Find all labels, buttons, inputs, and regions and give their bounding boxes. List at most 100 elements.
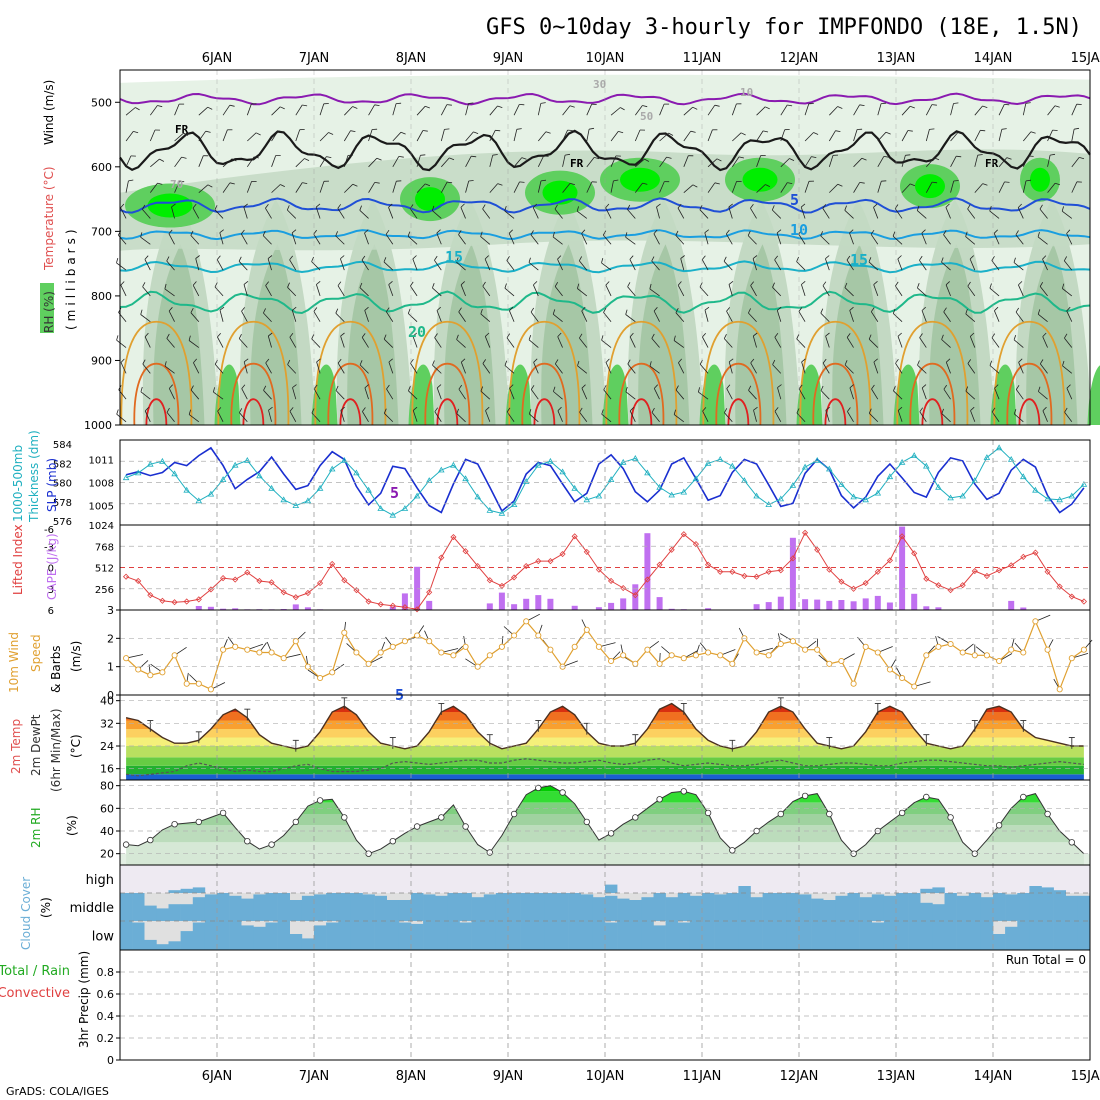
wind-barb-flag (116, 409, 119, 415)
wind-barb-flag (625, 309, 628, 315)
cloud-bar (968, 921, 982, 950)
wind-barb (291, 310, 297, 322)
wind-barb (506, 337, 515, 348)
cloud-bar (1017, 893, 1030, 921)
thickness-point (644, 469, 651, 476)
wind-barb (680, 258, 685, 271)
lifted-index-point (692, 541, 700, 548)
wind-speed-point (753, 649, 760, 656)
wind-barb (480, 313, 491, 323)
wind-barb-flag (934, 157, 940, 161)
rh-point (219, 809, 227, 817)
temp-contour-35 (1018, 398, 1041, 426)
wind-barb-flag (726, 384, 731, 389)
wind-barb-flag (352, 183, 358, 187)
wind-barb (901, 130, 909, 142)
wind-barb (699, 364, 709, 374)
day-label-bottom: 11JAN (683, 1069, 722, 1084)
li-tick-label: 3 (48, 585, 54, 596)
cloud-bar (920, 888, 933, 893)
wind-barb-flag (589, 127, 595, 130)
wind-barb-flag (268, 332, 273, 337)
wind-barb-flag (690, 130, 696, 133)
wind-barb-flag (265, 358, 270, 364)
wind-barb (337, 362, 345, 374)
wind-barb-flag (873, 280, 878, 285)
wind-barb-flag (530, 307, 535, 313)
wind-barb (579, 337, 588, 348)
day-label-bottom: 13JAN (877, 1069, 916, 1084)
wind-barb-flag (545, 131, 551, 134)
cloud-bar (1029, 921, 1042, 950)
wind-barb (410, 285, 418, 297)
wind-barb (844, 364, 854, 374)
thickness-point (413, 492, 421, 499)
wind-speed-point (886, 666, 893, 673)
wind-barb (901, 155, 906, 167)
dewpt-axis-label: 2m DewPt (29, 714, 43, 776)
cloud-level-label: middle (70, 901, 114, 916)
wind-barb (893, 313, 903, 323)
wind-barb (142, 363, 151, 374)
li-tick-label: 6 (48, 606, 54, 617)
rh-axis-label: RH (%) (42, 291, 56, 333)
wind-speed-point (668, 652, 675, 659)
day-label-bottom: 14JAN (974, 1069, 1013, 1084)
cloud-bar (1029, 886, 1042, 893)
wind-barb-flag (1017, 203, 1022, 208)
rh-point (729, 847, 736, 854)
wind-barb (125, 107, 136, 116)
wind-barb (1062, 288, 1073, 297)
thickness-point (898, 458, 906, 465)
cloud-bar (1053, 893, 1066, 921)
cloud-bar (314, 894, 327, 921)
cape-bar (899, 526, 906, 610)
thickness-tick-label: 576 (53, 517, 72, 528)
wind-barb (820, 235, 830, 245)
wind-barb-flag (424, 105, 430, 109)
wind-barb (456, 413, 466, 423)
wind-barb (1066, 233, 1073, 245)
rh-point (510, 810, 518, 818)
lifted-index-point (438, 554, 445, 561)
wind-barb (869, 413, 879, 423)
wind-barb (629, 410, 636, 422)
wind-barb (265, 362, 272, 374)
thickness-point (838, 480, 845, 487)
wind-barb-flag (553, 386, 556, 392)
rh-unit-label: (%) (65, 815, 79, 836)
rh-point (923, 793, 930, 801)
wind-barb-flag (311, 256, 314, 262)
lifted-index-point (704, 561, 712, 568)
day-label-top: 14JAN (974, 51, 1013, 66)
wind-barb-flag (844, 282, 848, 288)
cloud-bar (423, 894, 436, 921)
cloud-bar (823, 921, 836, 950)
wind-barb-flag (941, 334, 944, 340)
lifted-index-point (911, 550, 918, 557)
temp-contour-5 (119, 197, 1091, 214)
wind-barb (537, 180, 542, 193)
wind-barb (683, 184, 694, 193)
cloud-bar (132, 893, 145, 921)
wind-barb-flag (473, 131, 479, 134)
contour-label: FR (175, 123, 189, 136)
lifted-index-point (874, 568, 881, 575)
wind-axis-label: (m/s) (69, 641, 83, 672)
cloud-bar (289, 934, 303, 950)
lifted-index-point (668, 546, 675, 553)
wind-barb-flag (216, 255, 221, 260)
temp-contour-35 (145, 398, 168, 426)
wind-barb-flag (873, 203, 878, 208)
thickness-point (510, 501, 518, 507)
wind-barb (432, 287, 442, 297)
wind-barb (675, 312, 685, 322)
wind-barb-flag (825, 255, 830, 260)
lifted-index-point (159, 597, 166, 604)
wind-barb-flag (822, 204, 827, 209)
day-label-bottom: 6JAN (202, 1069, 233, 1084)
cloud-bar (859, 897, 872, 921)
wind-barb-flag (796, 256, 799, 262)
rh-point (1020, 793, 1027, 801)
wind-barb-flag (699, 282, 703, 288)
